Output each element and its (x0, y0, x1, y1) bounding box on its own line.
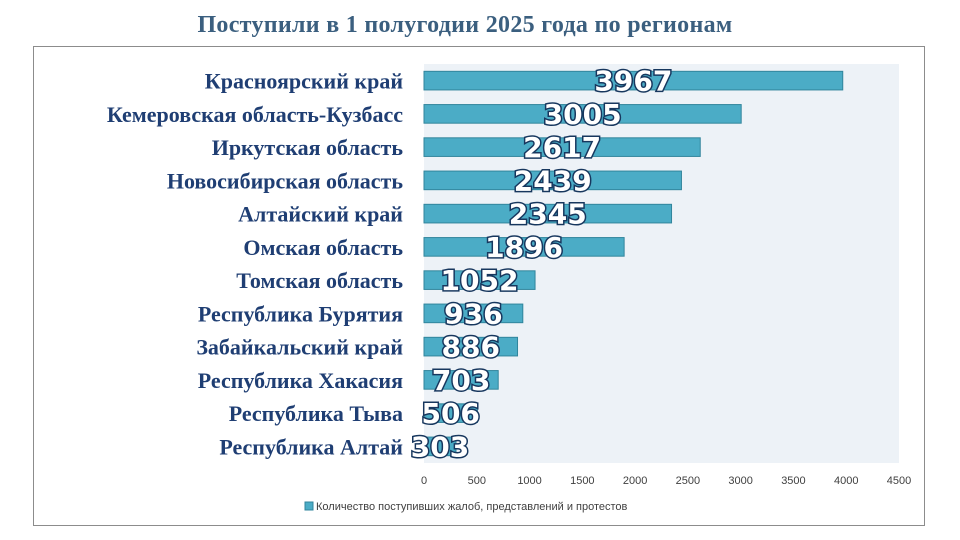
category-label: Забайкальский край (196, 335, 403, 360)
data-label: 2345 (509, 198, 587, 231)
bar (423, 336, 519, 357)
category-label: Иркутская область (212, 135, 404, 160)
legend-swatch (304, 501, 314, 511)
x-tick-label: 0 (421, 475, 427, 487)
x-tick-label: 2000 (623, 475, 647, 487)
bar (423, 170, 682, 191)
category-label: Новосибирская область (167, 168, 404, 193)
data-label: 886 (442, 331, 500, 364)
data-label: 3005 (544, 98, 622, 131)
category-label: Красноярский край (205, 69, 404, 94)
x-tick-label: 1000 (517, 475, 541, 487)
x-tick-label: 1500 (570, 475, 594, 487)
bar (423, 203, 673, 224)
category-label: Республика Хакасия (198, 368, 403, 393)
data-label: 1052 (441, 264, 519, 297)
x-tick-label: 4000 (834, 475, 858, 487)
x-tick-label: 500 (468, 475, 486, 487)
bar (423, 137, 701, 157)
category-label: Омская область (243, 235, 403, 260)
bar (423, 104, 742, 124)
legend-label: Количество поступивших жалоб, представле… (316, 501, 628, 513)
data-label: 506 (421, 397, 479, 430)
bar (423, 70, 844, 91)
bar (423, 237, 625, 257)
category-label: Республика Алтай (219, 434, 403, 459)
bar (423, 270, 536, 290)
x-tick-label: 2500 (676, 475, 700, 487)
data-label: 2617 (523, 131, 601, 164)
category-label: Томская область (236, 268, 403, 293)
data-label: 1896 (485, 231, 563, 264)
bar (423, 303, 524, 324)
x-tick-label: 4500 (887, 475, 911, 487)
category-label: Республика Тыва (229, 401, 403, 426)
bar (423, 370, 499, 390)
x-tick-label: 3500 (781, 475, 805, 487)
bar (423, 403, 478, 423)
data-label: 703 (432, 364, 490, 397)
chart-title: Поступили в 1 полугодии 2025 года по рег… (197, 12, 733, 38)
data-label: 2439 (514, 164, 592, 197)
bar (423, 436, 457, 457)
data-label: 303 (411, 430, 469, 463)
category-label: Алтайский край (238, 202, 403, 227)
category-label: Республика Бурятия (198, 301, 403, 326)
data-label: 936 (444, 297, 502, 330)
data-label: 3967 (594, 65, 672, 98)
category-label: Кемеровская область-Кузбасс (107, 102, 403, 127)
x-tick-label: 3000 (728, 475, 752, 487)
plot-area (424, 64, 899, 463)
